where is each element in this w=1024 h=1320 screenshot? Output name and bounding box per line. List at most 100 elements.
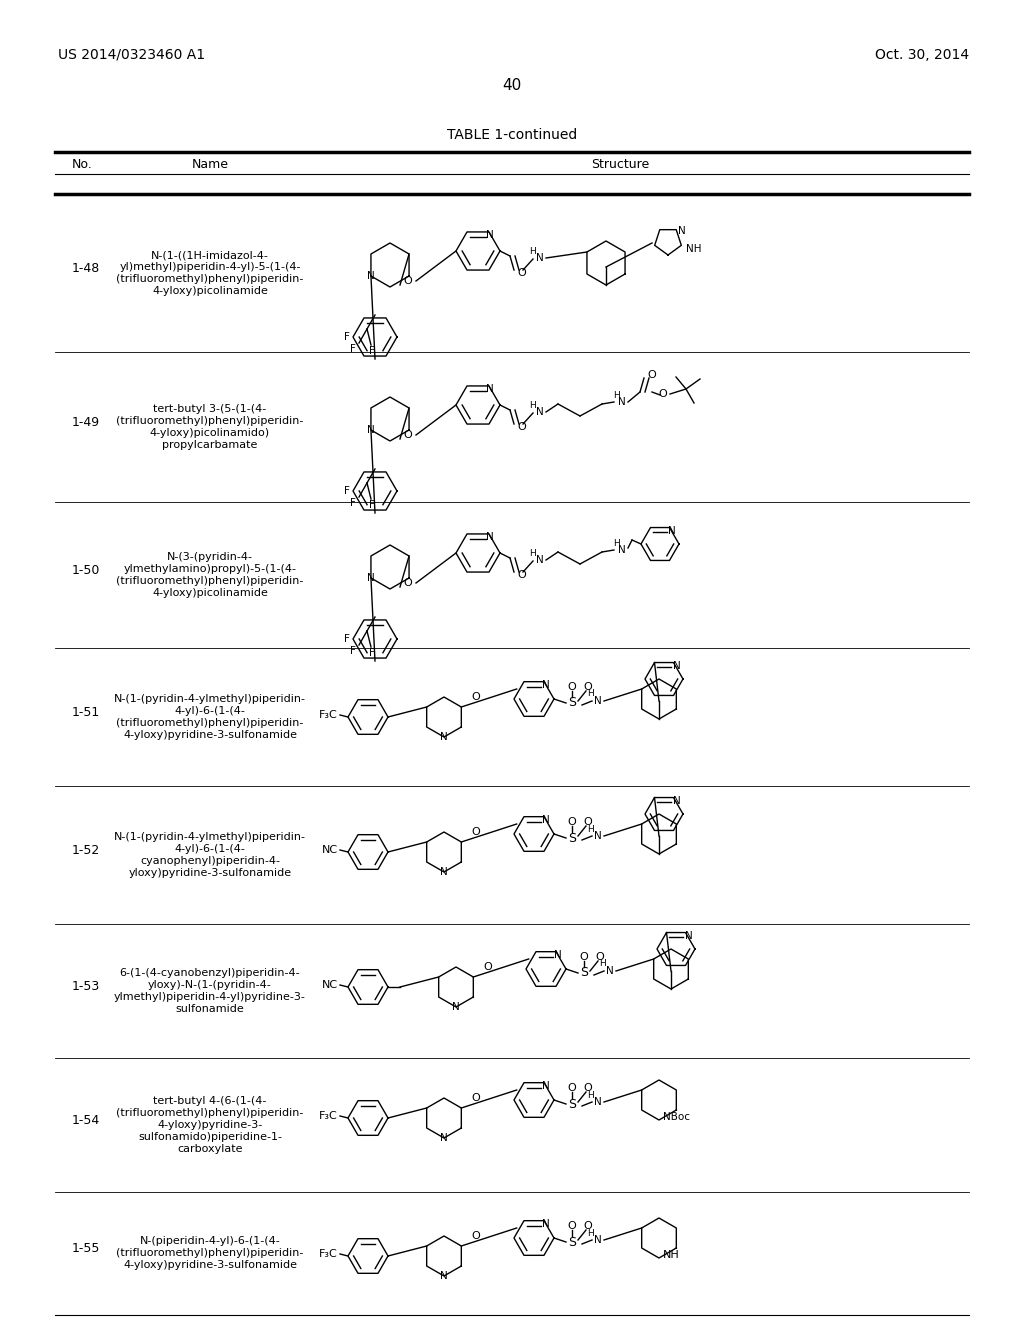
Text: O: O xyxy=(584,682,592,692)
Text: F: F xyxy=(344,486,350,496)
Text: 4-yloxy)picolinamido): 4-yloxy)picolinamido) xyxy=(150,428,270,438)
Text: O: O xyxy=(517,268,526,279)
Text: O: O xyxy=(403,276,413,286)
Text: H: H xyxy=(588,689,594,698)
Text: N: N xyxy=(440,1271,447,1280)
Text: N-(1-((1H-imidazol-4-: N-(1-((1H-imidazol-4- xyxy=(152,249,269,260)
Text: F₃C: F₃C xyxy=(319,710,338,719)
Text: H: H xyxy=(588,1090,594,1100)
Text: N: N xyxy=(542,1081,550,1090)
Text: N: N xyxy=(673,660,680,671)
Text: N: N xyxy=(486,230,494,240)
Text: F: F xyxy=(350,498,356,508)
Text: O: O xyxy=(658,389,668,399)
Text: 4-yloxy)pyridine-3-sulfonamide: 4-yloxy)pyridine-3-sulfonamide xyxy=(123,1261,297,1270)
Text: F₃C: F₃C xyxy=(319,1249,338,1259)
Text: N: N xyxy=(554,949,562,960)
Text: N: N xyxy=(542,814,550,825)
Text: O: O xyxy=(517,422,526,432)
Text: H: H xyxy=(612,539,620,548)
Text: F: F xyxy=(350,345,356,354)
Text: S: S xyxy=(580,966,588,979)
Text: N: N xyxy=(673,796,680,805)
Text: tert-butyl 4-(6-(1-(4-: tert-butyl 4-(6-(1-(4- xyxy=(154,1096,266,1106)
Text: F: F xyxy=(369,648,375,657)
Text: ylmethylamino)propyl)-5-(1-(4-: ylmethylamino)propyl)-5-(1-(4- xyxy=(124,564,297,574)
Text: cyanophenyl)piperidin-4-: cyanophenyl)piperidin-4- xyxy=(140,855,280,866)
Text: N-(1-(pyridin-4-ylmethyl)piperidin-: N-(1-(pyridin-4-ylmethyl)piperidin- xyxy=(114,694,306,704)
Text: 4-yloxy)pyridine-3-: 4-yloxy)pyridine-3- xyxy=(158,1119,262,1130)
Text: S: S xyxy=(568,832,575,845)
Text: H: H xyxy=(528,549,536,557)
Text: O: O xyxy=(471,1232,479,1241)
Text: 1-49: 1-49 xyxy=(72,416,100,429)
Text: NH: NH xyxy=(686,244,701,253)
Text: N: N xyxy=(537,407,544,417)
Text: 4-yl)-6-(1-(4-: 4-yl)-6-(1-(4- xyxy=(174,706,246,715)
Text: O: O xyxy=(517,570,526,579)
Text: N: N xyxy=(678,226,686,236)
Text: F: F xyxy=(344,634,350,644)
Text: N: N xyxy=(537,253,544,263)
Text: N: N xyxy=(594,696,602,706)
Text: No.: No. xyxy=(72,158,93,172)
Text: N: N xyxy=(537,554,544,565)
Text: N: N xyxy=(668,525,676,536)
Text: yl)methyl)piperidin-4-yl)-5-(1-(4-: yl)methyl)piperidin-4-yl)-5-(1-(4- xyxy=(119,261,301,272)
Text: O: O xyxy=(580,952,589,962)
Text: N: N xyxy=(618,545,626,554)
Text: N-(3-(pyridin-4-: N-(3-(pyridin-4- xyxy=(167,552,253,562)
Text: F: F xyxy=(344,333,350,342)
Text: N: N xyxy=(685,931,692,941)
Text: O: O xyxy=(403,578,413,587)
Text: N-(piperidin-4-yl)-6-(1-(4-: N-(piperidin-4-yl)-6-(1-(4- xyxy=(139,1237,281,1246)
Text: N: N xyxy=(594,1236,602,1245)
Text: O: O xyxy=(483,962,492,972)
Text: 1-52: 1-52 xyxy=(72,843,100,857)
Text: ylmethyl)piperidin-4-yl)pyridine-3-: ylmethyl)piperidin-4-yl)pyridine-3- xyxy=(114,993,306,1002)
Text: F₃C: F₃C xyxy=(319,1111,338,1121)
Text: N: N xyxy=(453,1002,460,1012)
Text: H: H xyxy=(528,247,536,256)
Text: N: N xyxy=(486,384,494,393)
Text: O: O xyxy=(471,828,479,837)
Text: N: N xyxy=(367,271,375,281)
Text: H: H xyxy=(588,1229,594,1238)
Text: H: H xyxy=(612,391,620,400)
Text: N: N xyxy=(440,1133,447,1143)
Text: O: O xyxy=(584,817,592,828)
Text: N: N xyxy=(486,532,494,543)
Text: F: F xyxy=(369,500,375,510)
Text: F: F xyxy=(369,346,375,356)
Text: (trifluoromethyl)phenyl)piperidin-: (trifluoromethyl)phenyl)piperidin- xyxy=(117,718,304,729)
Text: O: O xyxy=(567,1082,577,1093)
Text: carboxylate: carboxylate xyxy=(177,1144,243,1154)
Text: (trifluoromethyl)phenyl)piperidin-: (trifluoromethyl)phenyl)piperidin- xyxy=(117,1249,304,1258)
Text: 1-51: 1-51 xyxy=(72,705,100,718)
Text: O: O xyxy=(584,1082,592,1093)
Text: 4-yloxy)pyridine-3-sulfonamide: 4-yloxy)pyridine-3-sulfonamide xyxy=(123,730,297,741)
Text: Oct. 30, 2014: Oct. 30, 2014 xyxy=(874,48,969,62)
Text: Structure: Structure xyxy=(591,158,649,172)
Text: N: N xyxy=(618,397,626,407)
Text: tert-butyl 3-(5-(1-(4-: tert-butyl 3-(5-(1-(4- xyxy=(154,404,266,414)
Text: (trifluoromethyl)phenyl)piperidin-: (trifluoromethyl)phenyl)piperidin- xyxy=(117,416,304,426)
Text: NBoc: NBoc xyxy=(663,1111,690,1122)
Text: N: N xyxy=(542,680,550,689)
Text: 1-55: 1-55 xyxy=(72,1242,100,1255)
Text: H: H xyxy=(528,400,536,409)
Text: yloxy)-N-(1-(pyridin-4-: yloxy)-N-(1-(pyridin-4- xyxy=(148,979,272,990)
Text: 40: 40 xyxy=(503,78,521,92)
Text: Name: Name xyxy=(191,158,228,172)
Text: N: N xyxy=(542,1218,550,1229)
Text: (trifluoromethyl)phenyl)piperidin-: (trifluoromethyl)phenyl)piperidin- xyxy=(117,1107,304,1118)
Text: H: H xyxy=(600,960,606,969)
Text: O: O xyxy=(567,682,577,692)
Text: F: F xyxy=(350,645,356,656)
Text: O: O xyxy=(567,1221,577,1232)
Text: O: O xyxy=(596,952,604,962)
Text: 4-yl)-6-(1-(4-: 4-yl)-6-(1-(4- xyxy=(174,843,246,854)
Text: 1-53: 1-53 xyxy=(72,979,100,993)
Text: N: N xyxy=(367,425,375,436)
Text: O: O xyxy=(567,817,577,828)
